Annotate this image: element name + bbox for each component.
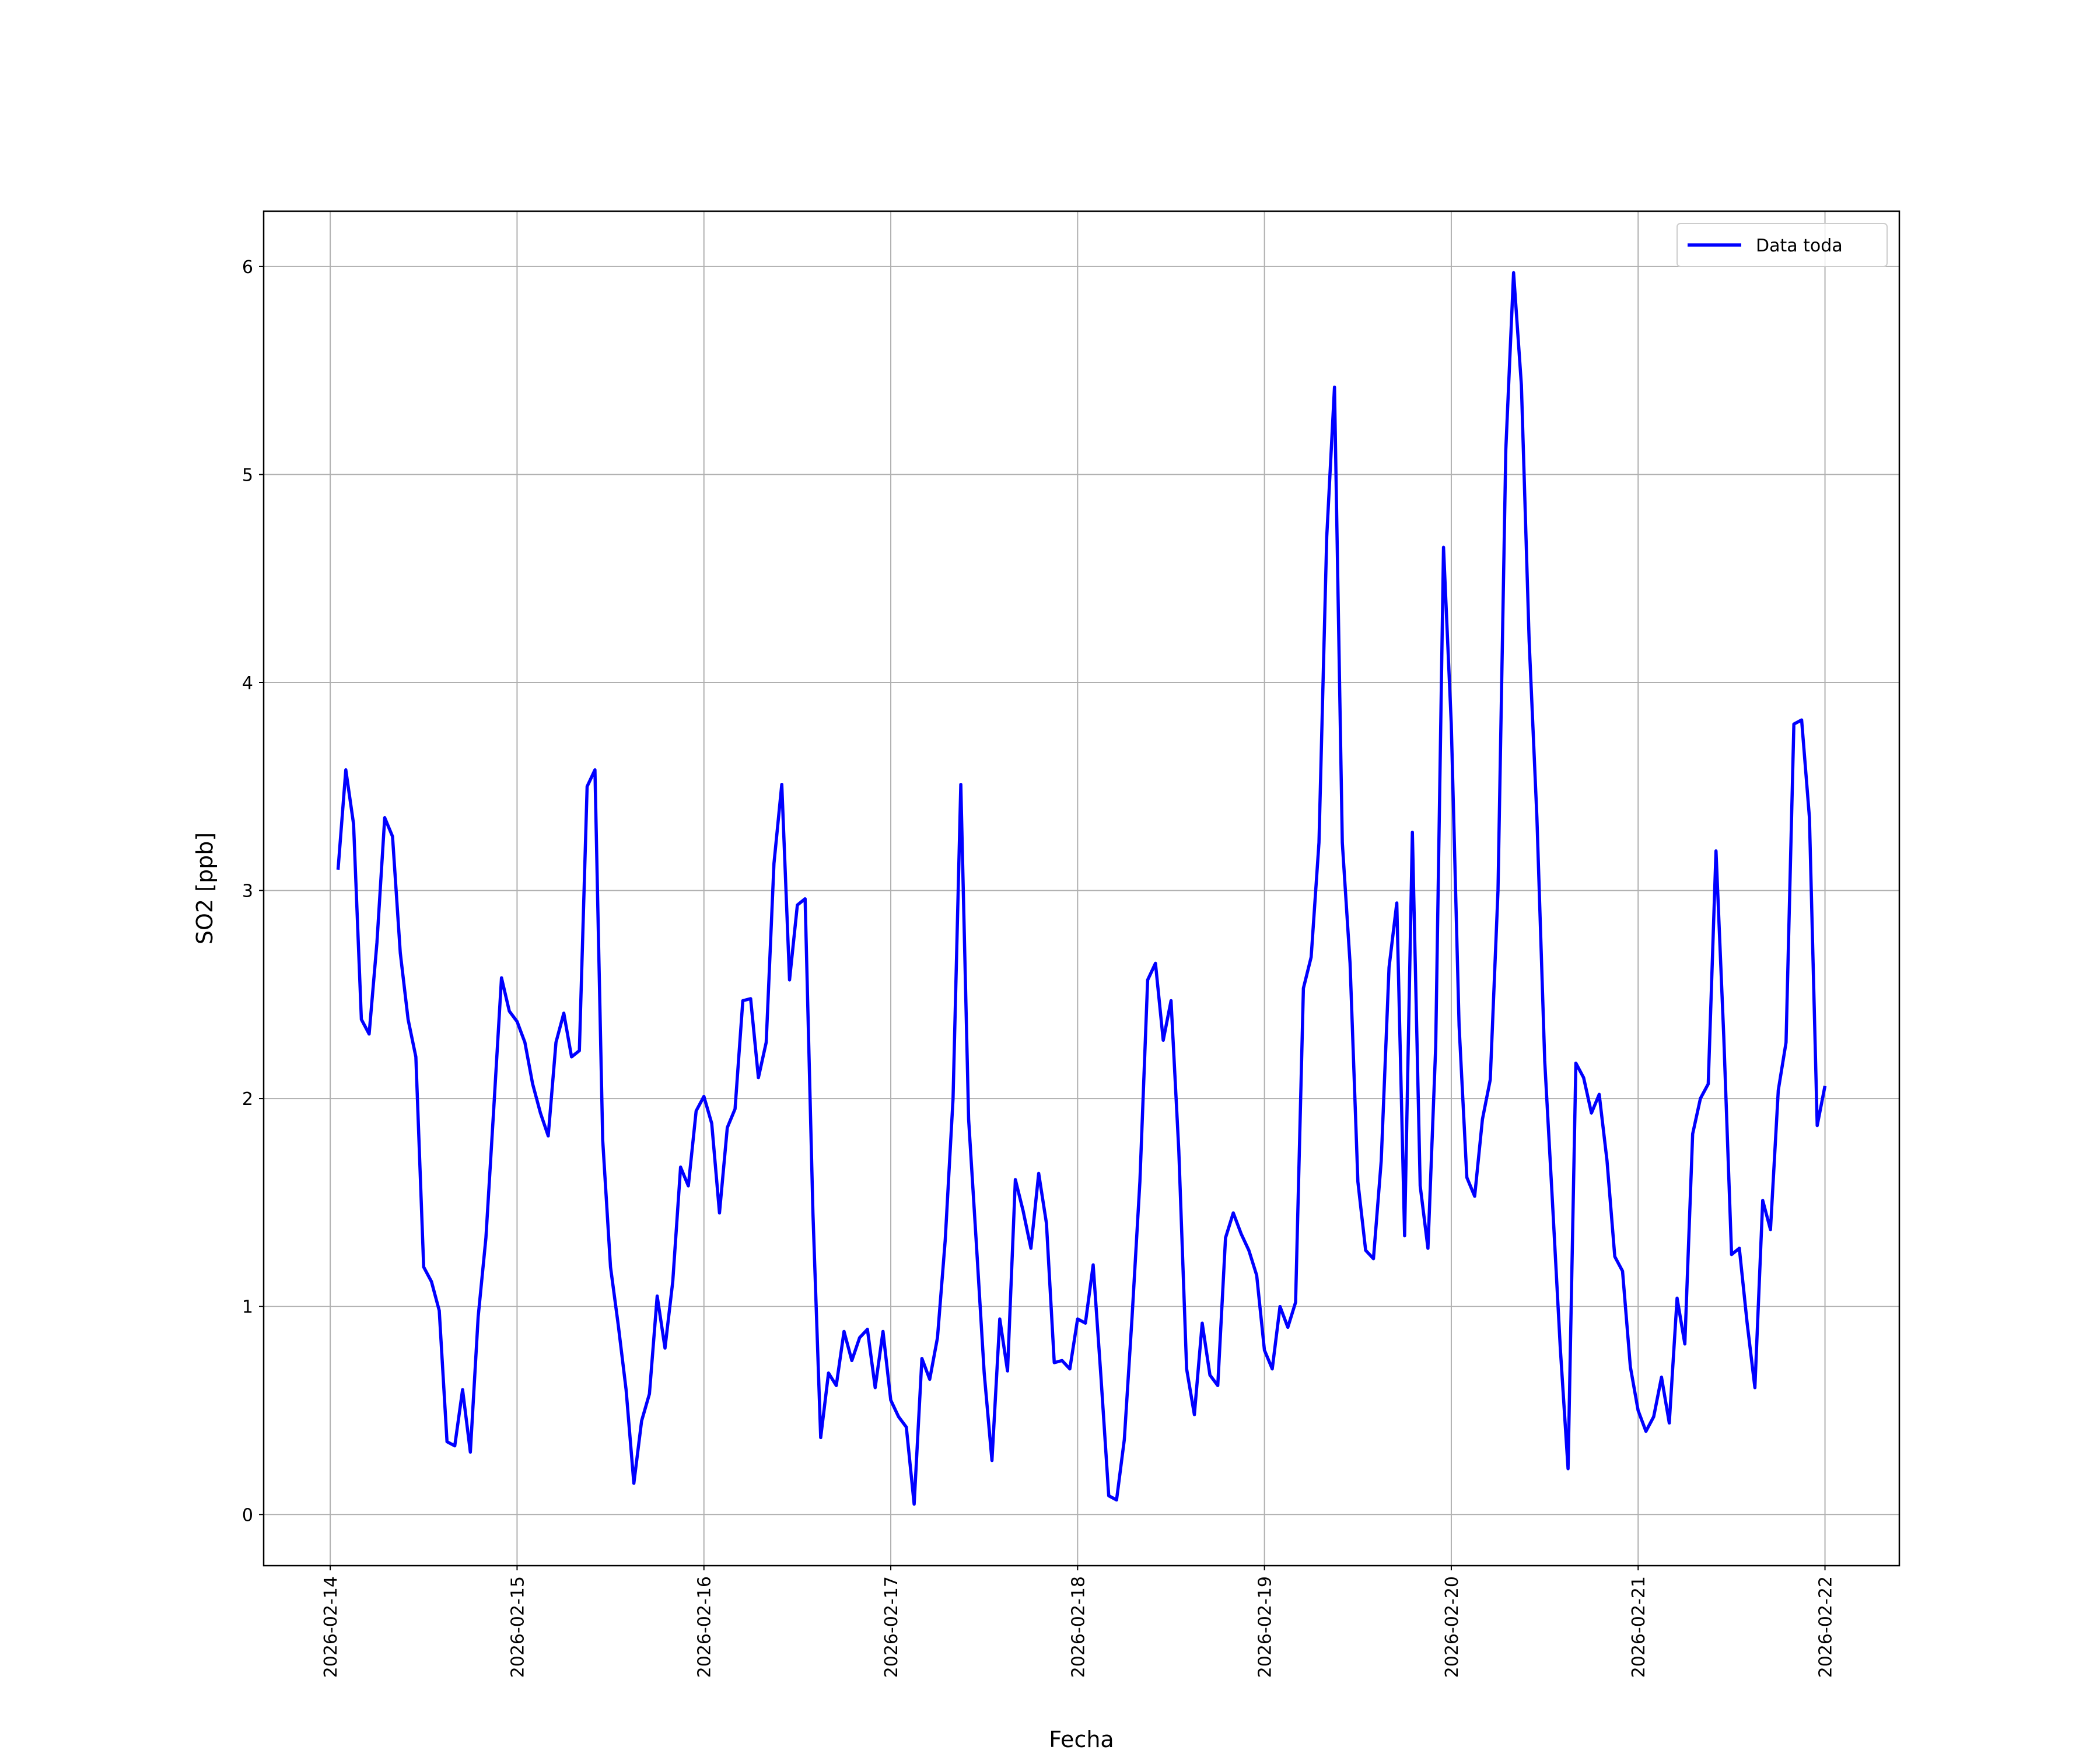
y-tick-label: 1: [242, 1297, 253, 1318]
legend-box: [1676, 223, 1888, 267]
y-tick-label: 3: [242, 881, 253, 902]
legend-label: Data toda: [1756, 236, 1843, 256]
x-axis-label: Fecha: [1049, 1727, 1114, 1750]
y-tick-label: 4: [242, 673, 253, 694]
y-tick-label: 5: [242, 465, 253, 485]
x-tick-label: 2026-02-20: [1442, 1576, 1462, 1678]
data-line: [336, 271, 1827, 1506]
y-tick-label: 0: [242, 1505, 253, 1525]
y-axis-label: SO2 [ppb]: [192, 832, 218, 944]
x-tick-label: 2026-02-22: [1816, 1576, 1836, 1678]
y-tick-label: 6: [242, 257, 253, 278]
x-tick-label: 2026-02-18: [1068, 1576, 1088, 1678]
x-tick-label: 2026-02-17: [881, 1576, 902, 1678]
x-tick-label: 2026-02-14: [321, 1576, 341, 1678]
y-tick-label: 2: [242, 1089, 253, 1110]
plot-frame: [262, 210, 1901, 1567]
x-tick-label: 2026-02-21: [1629, 1576, 1649, 1678]
x-tick-label: 2026-02-16: [695, 1576, 715, 1678]
x-tick-label: 2026-02-15: [508, 1576, 528, 1678]
x-tick-label: 2026-02-19: [1255, 1576, 1276, 1678]
